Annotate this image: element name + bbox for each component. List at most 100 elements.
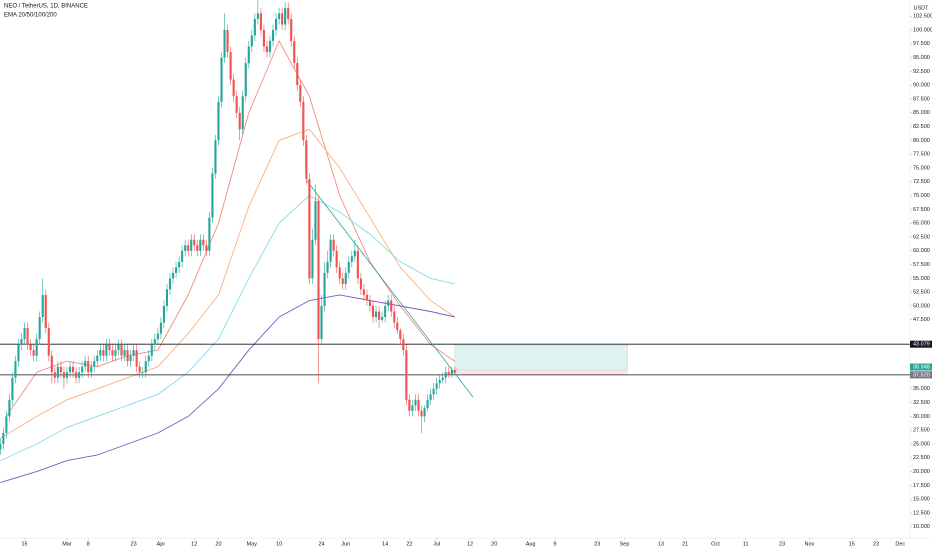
candle-body [53,372,56,378]
candle-body [381,317,384,320]
candle-body [262,29,265,47]
candle-body [232,79,235,97]
candle-body [111,350,114,356]
price-label-bg [910,371,932,379]
candle-body [165,289,169,306]
candle-body [50,355,53,373]
candle-body [153,339,156,345]
candle-body [402,339,405,351]
candle-body [399,330,402,340]
y-tick-label: 32.500 [913,400,930,406]
candle-body [93,361,96,367]
candle-body [126,350,129,362]
y-tick-label: 25.000 [913,441,930,447]
candle-body [308,179,311,279]
candle-body [365,294,369,301]
candle-body [181,250,184,262]
candle-body [453,370,456,373]
candle-body [223,29,226,58]
candle-body [47,328,50,356]
candle-body [323,272,326,306]
candle-body [371,305,375,318]
candle-body [356,250,359,279]
candle-body [102,350,105,356]
x-tick-label: 15 [21,541,27,547]
candle-body [271,29,275,42]
candle-body [208,217,211,251]
x-tick-label: 10 [276,541,282,547]
candle-body [332,239,335,251]
x-tick-label: 23 [873,541,879,547]
candle-body [417,399,420,411]
candle-body [293,41,296,64]
x-tick-label: Sep [620,541,630,547]
candle-body [20,339,23,345]
x-tick-label: 23 [594,541,600,547]
y-tick-label: 95.000 [913,55,930,61]
y-tick-label: 100.000 [913,27,932,33]
x-tick-label: Aug [526,541,536,547]
candle-body [278,13,281,19]
position-target-zone [454,344,628,371]
candle-body [335,250,338,268]
candle-body [35,339,38,356]
y-tick-label: 35.000 [913,386,930,392]
x-tick-label: 14 [382,541,388,547]
candle-body [184,245,187,251]
candle-body [171,272,175,279]
trendline [306,179,474,398]
candle-body [375,311,378,318]
candle-body [108,344,111,351]
x-tick-label: Dec [895,541,905,547]
price-label-bg [910,340,932,348]
candle-body [362,289,365,295]
candle-body [396,322,399,331]
candle-body [344,272,347,284]
candle-body [429,394,432,400]
x-tick-label: 23 [779,541,785,547]
candle-body [62,372,65,378]
x-tick-label: 20 [215,541,221,547]
candle-body [299,85,302,102]
candle-body [65,372,69,378]
candle-body [411,405,414,411]
price-label: 38.948 [913,364,930,370]
candle-body [314,201,317,240]
y-tick-label: 20.000 [913,469,930,475]
candle-body [444,372,447,378]
candle-body [441,377,444,380]
price-label: 43.079 [913,342,930,348]
x-tick-label: May [247,541,258,547]
candle-body [187,245,190,251]
candle-body [190,239,193,251]
candle-body [5,416,8,433]
y-tick-label: 65.000 [913,221,930,227]
candle-body [241,96,244,130]
candle-body [244,63,247,97]
candle-body [226,29,229,53]
candle-body [99,350,102,356]
y-tick-label: 12.500 [913,510,930,516]
y-tick-label: 92.500 [913,69,930,75]
candle-body [438,379,441,384]
chart-title: NEO / TetherUS, 1D, BINANCE [4,4,88,10]
y-tick-label: 57.500 [913,262,930,268]
candle-body [311,239,314,279]
x-tick-label: 21 [682,541,688,547]
candle-body [229,52,232,80]
candle-body [196,245,199,251]
candle-body [117,344,120,351]
candle-body [23,328,26,340]
y-tick-label: 10.000 [913,524,930,530]
x-tick-label: 23 [131,541,137,547]
plot-area [0,0,910,484]
candle-body [135,350,138,367]
x-tick-label: Nov [805,541,815,547]
candle-body [353,250,356,257]
candle-body [220,57,223,102]
price-label: 37.520 [913,372,930,378]
candle-body [138,366,141,373]
y-tick-label: 15.000 [913,497,930,503]
candle-body [78,372,81,378]
